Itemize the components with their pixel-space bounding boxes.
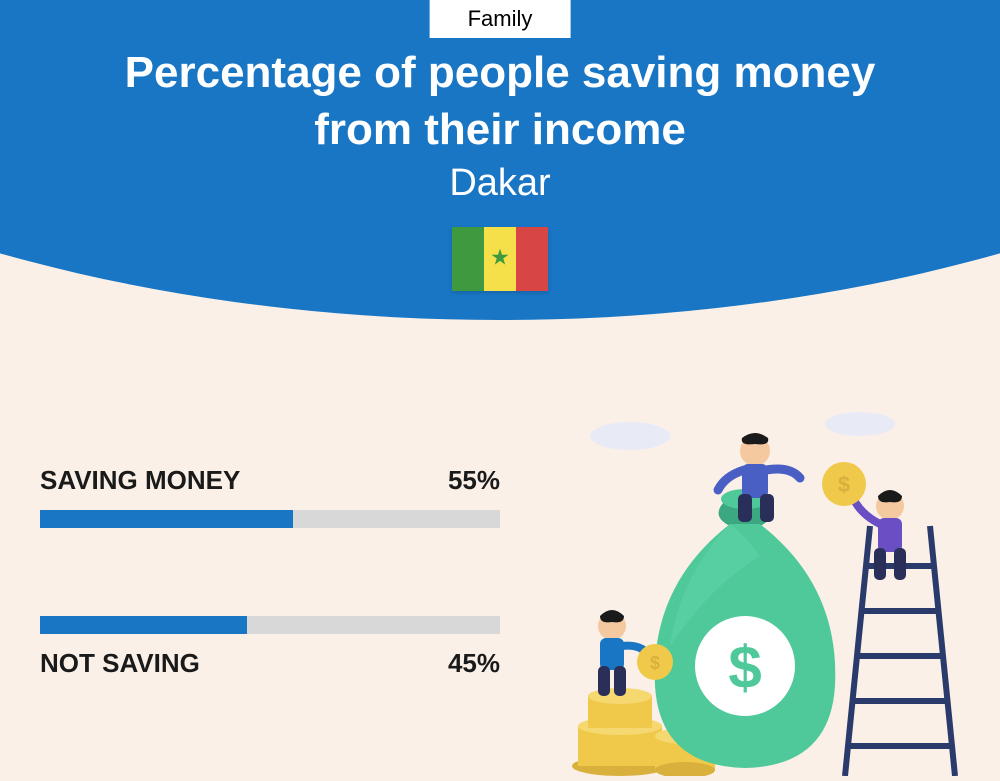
bar-value: 45% xyxy=(448,648,500,679)
bar-label: SAVING MONEY xyxy=(40,465,240,496)
money-bag-icon: $ xyxy=(655,489,836,768)
bar-saving-money: SAVING MONEY 55% xyxy=(40,465,500,528)
svg-text:$: $ xyxy=(650,653,660,673)
page-title: Percentage of people saving money from t… xyxy=(0,44,1000,158)
title-line2: from their income xyxy=(314,105,686,154)
title-line1: Percentage of people saving money xyxy=(125,48,876,97)
bar-label-row: SAVING MONEY 55% xyxy=(40,465,500,496)
savings-illustration: $ xyxy=(560,406,980,776)
bar-value: 55% xyxy=(448,465,500,496)
bar-not-saving: NOT SAVING 45% xyxy=(40,616,500,679)
bar-track xyxy=(40,510,500,528)
flag-stripe-green xyxy=(452,227,484,291)
bar-label: NOT SAVING xyxy=(40,648,200,679)
category-badge: Family xyxy=(430,0,571,38)
flag-stripe-red xyxy=(516,227,548,291)
svg-text:$: $ xyxy=(838,472,850,497)
bar-label-row: NOT SAVING 45% xyxy=(40,648,500,679)
svg-text:$: $ xyxy=(728,634,761,701)
flag-star-icon: ★ xyxy=(490,245,510,271)
bar-track xyxy=(40,616,500,634)
bar-fill xyxy=(40,616,247,634)
flag-stripe-yellow: ★ xyxy=(484,227,516,291)
bar-chart: SAVING MONEY 55% NOT SAVING 45% xyxy=(40,465,500,767)
senegal-flag: ★ xyxy=(452,227,548,291)
subtitle-location: Dakar xyxy=(0,162,1000,205)
bar-fill xyxy=(40,510,293,528)
